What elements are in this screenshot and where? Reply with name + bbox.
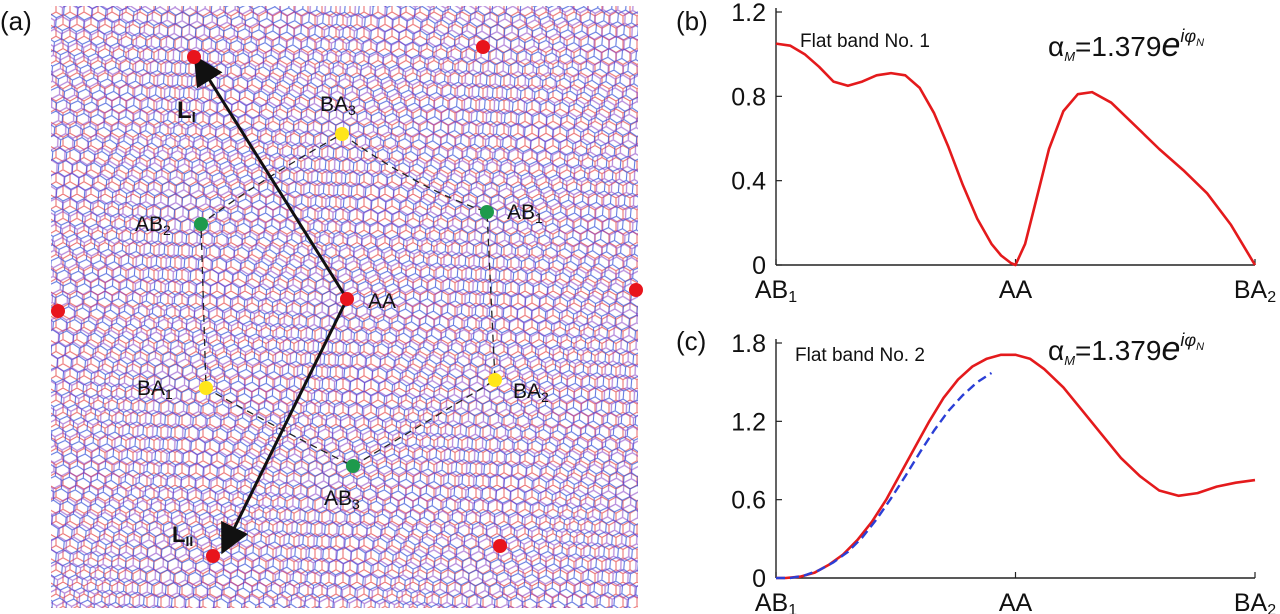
ba3-site bbox=[335, 127, 349, 141]
ab3-site bbox=[346, 459, 360, 473]
panel-a-label: (a) bbox=[0, 6, 32, 36]
aa-site-center bbox=[340, 292, 354, 306]
ba2-site bbox=[488, 373, 502, 387]
ba-sites bbox=[199, 127, 502, 395]
label-AB1: AB1 bbox=[507, 201, 543, 226]
label-BA1: BA1 bbox=[137, 377, 173, 402]
aa-site-top-left bbox=[187, 50, 201, 64]
ab2-site bbox=[194, 217, 208, 231]
aa-site-top-right bbox=[476, 40, 490, 54]
label-BA3: BA3 bbox=[320, 93, 356, 118]
label-L2: LII bbox=[172, 522, 193, 549]
aa-site-left bbox=[51, 304, 65, 318]
aa-sites bbox=[51, 40, 643, 563]
ba1-site bbox=[199, 381, 213, 395]
label-L1: LI bbox=[177, 97, 196, 126]
label-AA: AA bbox=[368, 290, 396, 313]
lattice-vector-L1-arrow bbox=[193, 54, 349, 300]
aa-site-right bbox=[629, 283, 643, 297]
aa-site-bottom-right bbox=[493, 539, 507, 553]
stacking-domain-outline bbox=[200, 133, 496, 467]
label-AB3: AB3 bbox=[324, 487, 360, 512]
ab1-site bbox=[480, 205, 494, 219]
ab-sites bbox=[194, 205, 494, 473]
label-AB2: AB2 bbox=[135, 213, 171, 238]
lattice-vector-L2-arrow bbox=[221, 298, 349, 555]
label-BA2: BA2 bbox=[513, 380, 549, 405]
aa-site-bottom-left bbox=[206, 549, 220, 563]
